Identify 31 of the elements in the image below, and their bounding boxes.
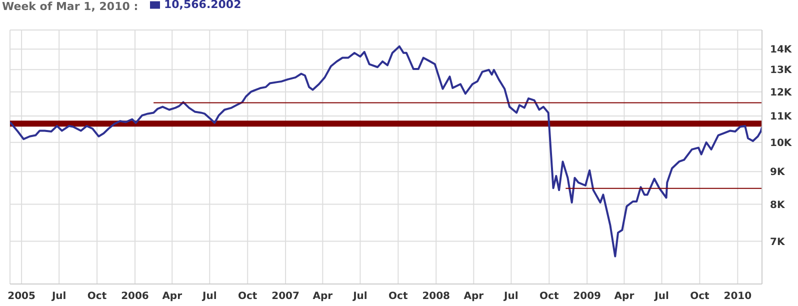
y-tick-label: 7K bbox=[770, 236, 786, 248]
y-tick-label: 9K bbox=[770, 167, 786, 178]
x-tick-label: 2006 bbox=[121, 291, 149, 302]
y-tick-label: 12K bbox=[770, 87, 793, 98]
x-tick-label: 2009 bbox=[573, 291, 602, 302]
x-tick-label: 2005 bbox=[8, 291, 36, 302]
x-tick-label: Apr bbox=[614, 291, 634, 302]
x-tick-label: Oct bbox=[690, 291, 710, 302]
y-tick-label: 14K bbox=[770, 44, 793, 56]
y-tick-label: 8K bbox=[770, 200, 786, 211]
x-tick-label: Apr bbox=[464, 291, 484, 302]
x-tick-label: Oct bbox=[238, 291, 258, 302]
y-tick-label: 10K bbox=[770, 138, 793, 149]
x-tick-label: Oct bbox=[388, 291, 408, 302]
y-tick-label: 13K bbox=[770, 65, 793, 76]
x-tick-label: 2007 bbox=[272, 291, 300, 302]
x-tick-label: 2008 bbox=[422, 291, 450, 302]
y-tick-label: 11K bbox=[770, 112, 793, 123]
legend-label: 10,566.2002 bbox=[164, 0, 242, 11]
x-tick-label: Jul bbox=[654, 291, 669, 302]
chart-title: Week of Mar 1, 2010 : bbox=[2, 0, 138, 13]
x-tick-label: Apr bbox=[312, 291, 333, 302]
x-tick-label: Jul bbox=[503, 291, 518, 302]
x-tick-label: Oct bbox=[540, 291, 559, 302]
x-tick-label: 2010 bbox=[724, 291, 752, 302]
x-tick-label: Apr bbox=[162, 291, 182, 302]
x-tick-label: Jul bbox=[202, 291, 217, 302]
line-series bbox=[10, 45, 762, 258]
x-tick-label: Oct bbox=[87, 291, 107, 302]
x-tick-label: Jul bbox=[50, 291, 66, 302]
x-tick-label: Jul bbox=[352, 291, 368, 302]
